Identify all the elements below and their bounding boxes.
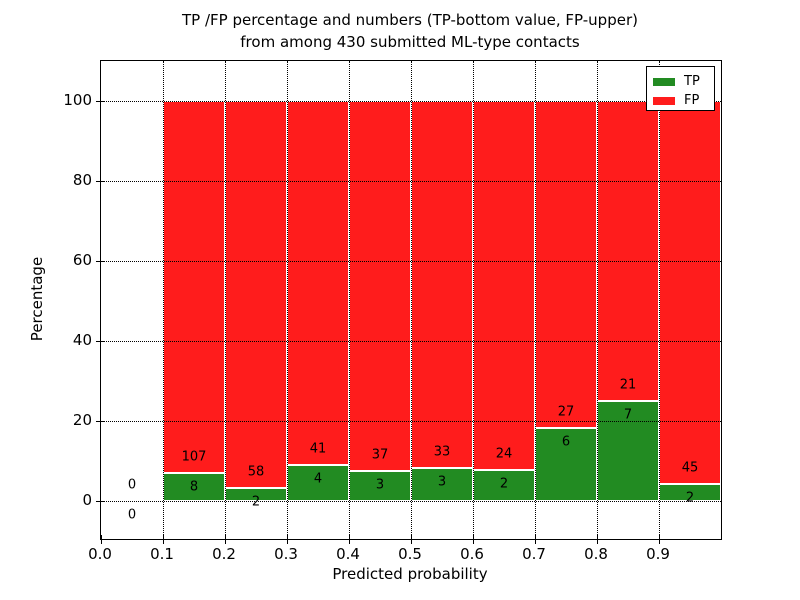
bar-segment-tp bbox=[163, 473, 225, 501]
x-tick bbox=[534, 535, 536, 544]
x-tick bbox=[472, 535, 474, 544]
x-tick bbox=[286, 535, 288, 544]
bar-count-label-fp: 45 bbox=[681, 460, 699, 476]
legend-label-fp: FP bbox=[684, 93, 700, 108]
bar-segment-fp bbox=[535, 101, 597, 429]
legend-entry-tp: TP bbox=[653, 72, 714, 91]
bar-segment-fp bbox=[597, 101, 659, 401]
plot-area: 0 0 107 8 58 2 41 4 37 3 33 3 24 2 27 6 21 7 45 2 bbox=[96, 60, 722, 544]
bar-segment-tp bbox=[411, 467, 473, 501]
bar-segment-tp bbox=[473, 470, 535, 501]
x-tick bbox=[100, 535, 102, 544]
bar-count-label-fp: 33 bbox=[433, 444, 451, 460]
y-tick-label: 100 bbox=[63, 91, 92, 109]
bar-segment-fp bbox=[659, 101, 721, 484]
y-tick bbox=[96, 420, 105, 422]
y-tick-label: 40 bbox=[72, 331, 92, 349]
bar-count-label-tp: 2 bbox=[685, 490, 695, 506]
x-tick-label: 0.5 bbox=[398, 545, 422, 563]
grid-line-vertical bbox=[472, 61, 474, 539]
bar-count-label-fp: 21 bbox=[619, 377, 637, 393]
x-tick-label: 0.0 bbox=[88, 545, 112, 563]
x-tick-label: 0.9 bbox=[646, 545, 670, 563]
bar-count-label-fp: 41 bbox=[309, 441, 327, 457]
x-tick-label: 0.8 bbox=[584, 545, 608, 563]
grid-line-vertical bbox=[534, 61, 536, 539]
bar-segment-fp bbox=[473, 101, 535, 471]
x-tick bbox=[162, 535, 164, 544]
y-tick bbox=[96, 100, 105, 102]
bar-count-label-tp: 2 bbox=[499, 476, 509, 492]
bar-segment-fp bbox=[163, 101, 225, 474]
bar-count-label-tp: 7 bbox=[623, 407, 633, 423]
chart-title-line2: from among 430 submitted ML-type contact… bbox=[240, 33, 580, 51]
bar-segment-fp bbox=[349, 101, 411, 471]
chart-title-line1: TP /FP percentage and numbers (TP-bottom… bbox=[182, 11, 638, 29]
legend-label-tp: TP bbox=[684, 74, 700, 89]
x-tick bbox=[348, 535, 350, 544]
legend-swatch-fp-icon bbox=[653, 96, 675, 105]
x-axis-label: Predicted probability bbox=[332, 565, 488, 583]
grid-line-vertical bbox=[596, 61, 598, 539]
x-tick-label: 0.7 bbox=[522, 545, 546, 563]
x-tick-label: 0.6 bbox=[460, 545, 484, 563]
bar-count-label-fp: 0 bbox=[127, 477, 137, 493]
x-tick-label: 0.3 bbox=[274, 545, 298, 563]
bar-count-label-fp: 24 bbox=[495, 446, 513, 462]
bar-count-label-tp: 3 bbox=[375, 477, 385, 493]
bar-count-label-tp: 2 bbox=[251, 494, 261, 510]
y-tick bbox=[96, 500, 105, 502]
bar-segment-fp bbox=[287, 101, 349, 466]
bar-count-label-tp: 3 bbox=[437, 474, 447, 490]
bar-segment-tp bbox=[349, 471, 411, 501]
x-tick bbox=[596, 535, 598, 544]
bar-count-label-fp: 58 bbox=[247, 464, 265, 480]
bar-segment-fp bbox=[225, 101, 287, 488]
grid-line-vertical bbox=[286, 61, 288, 539]
y-tick-label: 20 bbox=[72, 411, 92, 429]
bar-count-label-fp: 37 bbox=[371, 447, 389, 463]
y-tick-label: 80 bbox=[72, 171, 92, 189]
x-tick bbox=[410, 535, 412, 544]
bar-count-label-tp: 8 bbox=[189, 479, 199, 495]
y-tick bbox=[96, 180, 105, 182]
grid-line-vertical bbox=[658, 61, 660, 539]
legend-entry-fp: FP bbox=[653, 91, 714, 110]
bar-count-label-tp: 4 bbox=[313, 471, 323, 487]
y-tick-label: 60 bbox=[72, 251, 92, 269]
grid-line-vertical bbox=[162, 61, 164, 539]
y-axis-label: Percentage bbox=[28, 256, 46, 342]
x-tick bbox=[658, 535, 660, 544]
bar-segment-fp bbox=[411, 101, 473, 468]
bar-segment-tp bbox=[535, 428, 597, 501]
x-tick-label: 0.1 bbox=[150, 545, 174, 563]
bar-segment-tp bbox=[659, 483, 721, 501]
grid-line-vertical bbox=[410, 61, 412, 539]
bar-count-label-fp: 107 bbox=[181, 449, 207, 465]
bar-count-label-tp: 0 bbox=[127, 507, 137, 523]
y-tick-label: 0 bbox=[82, 491, 92, 509]
x-tick-label: 0.4 bbox=[336, 545, 360, 563]
bar-count-label-fp: 27 bbox=[557, 404, 575, 420]
legend: TP FP bbox=[646, 66, 715, 111]
bar-count-label-tp: 6 bbox=[561, 434, 571, 450]
bar-segment-tp bbox=[287, 465, 349, 501]
grid-line-vertical bbox=[224, 61, 226, 539]
chart-title: TP /FP percentage and numbers (TP-bottom… bbox=[100, 9, 720, 53]
x-tick-label: 0.2 bbox=[212, 545, 236, 563]
legend-swatch-tp-icon bbox=[653, 77, 675, 86]
y-tick bbox=[96, 260, 105, 262]
y-tick bbox=[96, 340, 105, 342]
grid-line-vertical bbox=[348, 61, 350, 539]
x-tick bbox=[224, 535, 226, 544]
